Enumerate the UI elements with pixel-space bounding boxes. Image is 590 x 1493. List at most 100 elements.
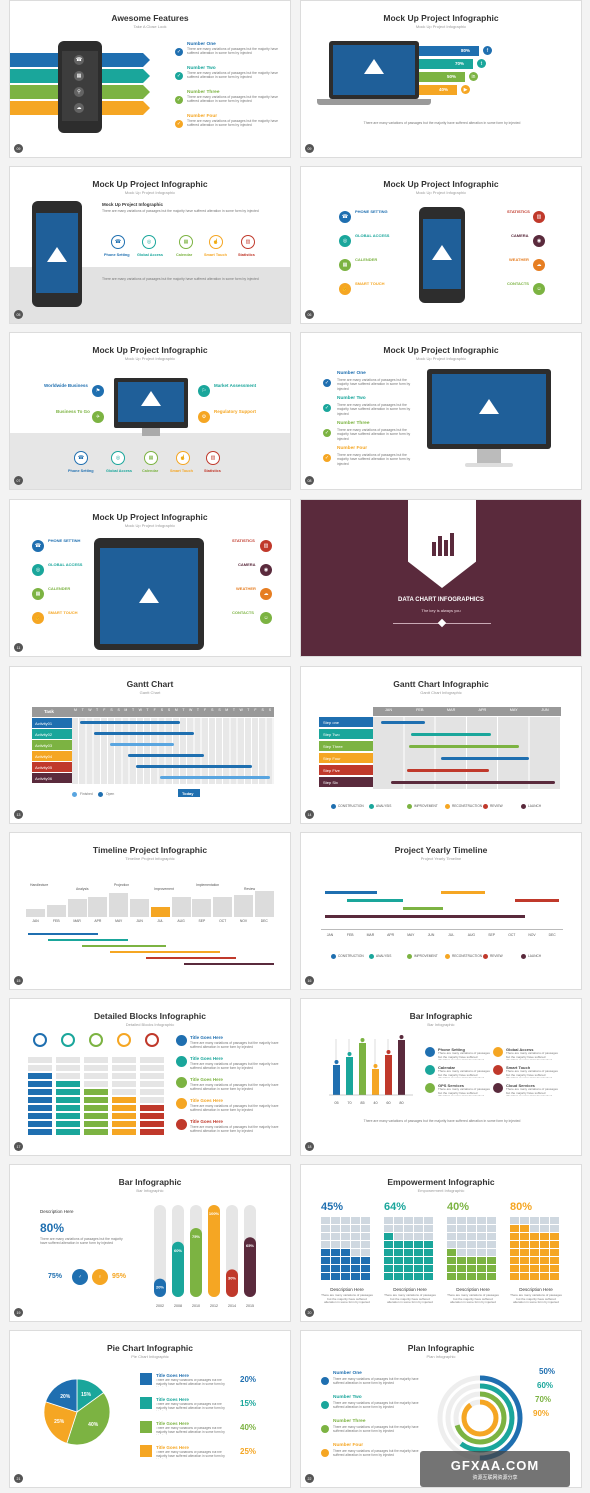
block-cell bbox=[84, 1129, 108, 1135]
plan-value: 60% bbox=[537, 1381, 554, 1390]
empower-desc: Description Here bbox=[456, 1287, 490, 1292]
item-icon bbox=[176, 1077, 187, 1088]
timeline-bar bbox=[347, 899, 403, 902]
milestone-label: Implementation bbox=[196, 883, 220, 887]
pie-item-value: 25% bbox=[240, 1447, 257, 1456]
slide-mockup-laptop[interactable]: Mock Up Project Infographic Mock Up Proj… bbox=[300, 0, 582, 158]
timeline-bar bbox=[28, 933, 98, 935]
icon-label: Smart Touch bbox=[204, 253, 227, 257]
empower-cell bbox=[477, 1265, 486, 1272]
empower-cell bbox=[520, 1265, 529, 1272]
empower-cell bbox=[361, 1265, 370, 1272]
empower-cell bbox=[457, 1257, 466, 1264]
month-label: MAR bbox=[366, 933, 375, 937]
empower-cell bbox=[540, 1217, 549, 1224]
empower-cell bbox=[467, 1233, 476, 1240]
empower-cell bbox=[351, 1273, 360, 1280]
list-label: Number Two bbox=[337, 396, 366, 401]
check-icon: ✓ bbox=[323, 404, 331, 412]
empower-cell bbox=[467, 1241, 476, 1248]
timeline-blocks: Handlecture Analysis Projection Improvement… bbox=[26, 873, 276, 929]
calendar-icon: ▦ bbox=[339, 259, 351, 271]
empower-cell bbox=[424, 1225, 433, 1232]
empower-cell bbox=[351, 1249, 360, 1256]
empower-cell bbox=[457, 1225, 466, 1232]
empower-cell bbox=[384, 1249, 393, 1256]
slide-mockup-monitor-list[interactable]: Mock Up Project Infographic Mock Up Proj… bbox=[300, 332, 582, 490]
block-cell bbox=[112, 1073, 136, 1079]
month-label: JAN bbox=[32, 919, 39, 923]
feature-label: GLOBAL ACCESS bbox=[48, 562, 83, 567]
block-cell bbox=[140, 1105, 164, 1111]
empower-cell bbox=[530, 1249, 539, 1256]
description-heading: Description Here bbox=[40, 1209, 74, 1214]
slide-empowerment[interactable]: Empowerment Infographic Empowerment Info… bbox=[300, 1164, 582, 1322]
item-text: There are many variations of passages bu… bbox=[190, 1041, 279, 1049]
icon-label: Global Access bbox=[106, 469, 133, 473]
empower-cell bbox=[414, 1217, 423, 1224]
block-cell bbox=[84, 1089, 108, 1095]
bar bbox=[398, 1040, 405, 1095]
item-text: There are many variations of passages bu… bbox=[190, 1083, 279, 1091]
empower-text: There are many variations of passages bu… bbox=[384, 1293, 436, 1305]
legend-title: Global Access bbox=[506, 1047, 534, 1052]
slide-mockup-monitor-business[interactable]: Mock Up Project Infographic Mock Up Proj… bbox=[9, 332, 291, 490]
item-text: There are many variations of passages bu… bbox=[190, 1125, 279, 1133]
gantt-grid bbox=[373, 717, 561, 789]
legend-label: IMPROVEMENT bbox=[414, 954, 438, 958]
slide-mockup-tablet[interactable]: Mock Up Project Infographic Mock Up Proj… bbox=[9, 499, 291, 657]
empower-cell bbox=[331, 1225, 340, 1232]
slide-bar-infographic[interactable]: Bar Infographic Bar Infographic 05 70 85 40… bbox=[300, 998, 582, 1156]
slide-timeline-project[interactable]: Timeline Project Infographic Timeline Pr… bbox=[9, 832, 291, 990]
timeline-bar bbox=[110, 951, 220, 953]
empower-cell bbox=[424, 1241, 433, 1248]
slide-number: 14 bbox=[305, 810, 314, 819]
empower-cell bbox=[447, 1273, 456, 1280]
phone-setting-icon: ☎ bbox=[111, 235, 125, 249]
global-access-icon: ◎ bbox=[111, 451, 125, 465]
empower-cell bbox=[530, 1273, 539, 1280]
slide-mockup-phone-features[interactable]: Mock Up Project Infographic Mock Up Proj… bbox=[300, 166, 582, 324]
legend-dot bbox=[407, 954, 412, 959]
legend-icon bbox=[493, 1083, 503, 1093]
legend-icon bbox=[493, 1047, 503, 1057]
empower-desc: Description Here bbox=[519, 1287, 553, 1292]
logo-icon bbox=[432, 245, 452, 260]
empower-cell bbox=[530, 1233, 539, 1240]
empower-cell bbox=[457, 1273, 466, 1280]
empower-cell bbox=[510, 1225, 519, 1232]
slide-awesome-features[interactable]: Awesome Features Take A Close Look ☎ ▦ ⚲… bbox=[9, 0, 291, 158]
slide-mockup-icons[interactable]: Mock Up Project Infographic Mock Up Proj… bbox=[9, 166, 291, 324]
feature-label: CAMERA bbox=[238, 562, 256, 567]
empower-cell bbox=[530, 1225, 539, 1232]
feature-item: ✓ Number Three There are many variations… bbox=[175, 90, 285, 104]
slide-section-divider[interactable]: DATA CHART INFOGRAPHICS The key is alway… bbox=[300, 499, 582, 657]
slide-bar-percent[interactable]: Bar Infographic Bar Infographic Descript… bbox=[9, 1164, 291, 1322]
block-cell bbox=[56, 1097, 80, 1103]
slide-gantt-infographic[interactable]: Gantt Chart Infographic Gantt Chart Info… bbox=[300, 666, 582, 824]
month-label: MAR bbox=[446, 708, 456, 712]
feature-label: Market Assessment bbox=[214, 383, 257, 388]
plan-item-text: There are many variations of passages bu… bbox=[333, 1401, 419, 1409]
pie-item-text: There are many variations of passages bu… bbox=[156, 1379, 225, 1387]
pennant-banner bbox=[408, 500, 476, 588]
feature-item: ✓ Number Four There are many variations … bbox=[175, 114, 285, 128]
feature-label: SMART TOUCH bbox=[355, 281, 385, 286]
slide-pie-chart[interactable]: Pie Chart Infographic Pie Chart Infograp… bbox=[9, 1330, 291, 1488]
block-cell bbox=[84, 1105, 108, 1111]
bar-value: 50% bbox=[447, 74, 457, 79]
empower-cell bbox=[361, 1233, 370, 1240]
pie-item-text: There are many variations of passages bu… bbox=[156, 1403, 225, 1411]
icon-label: Calendar bbox=[176, 253, 193, 257]
slide-detailed-blocks[interactable]: Detailed Blocks Infographic Detailed Blo… bbox=[9, 998, 291, 1156]
pie-legend: Title Goes Here There are many variations… bbox=[140, 1373, 280, 1477]
slide-yearly-timeline[interactable]: Project Yearly Timeline Project Yearly T… bbox=[300, 832, 582, 990]
plan-item-title: Number Three bbox=[333, 1419, 366, 1424]
feature-label: CAMERA bbox=[511, 233, 529, 238]
slide-number: 05 bbox=[14, 310, 23, 319]
day-label: T bbox=[132, 708, 135, 712]
block-cell bbox=[28, 1065, 52, 1071]
logo-icon bbox=[364, 59, 384, 74]
female-percent: 95% bbox=[112, 1273, 127, 1280]
